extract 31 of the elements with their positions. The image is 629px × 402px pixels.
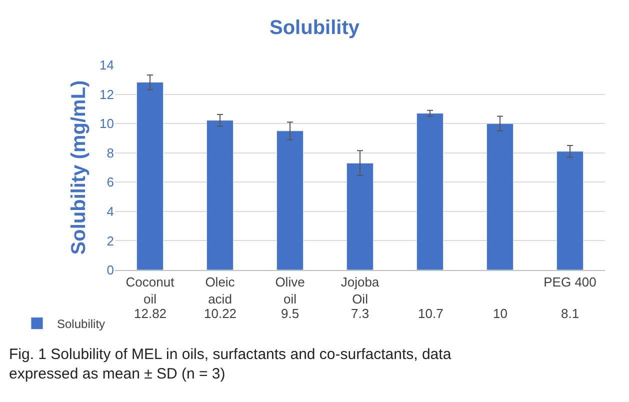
bar bbox=[346, 162, 374, 270]
x-tick-label: Jojoba Oil bbox=[340, 274, 380, 306]
data-label: 7.3 bbox=[351, 306, 370, 321]
y-tick-label: 0 bbox=[106, 262, 114, 278]
bar bbox=[276, 130, 304, 270]
y-axis-title: Solubility (mg/mL) bbox=[68, 80, 90, 255]
bar bbox=[486, 123, 514, 270]
data-label: 10 bbox=[493, 306, 508, 321]
y-tick-label: 14 bbox=[100, 58, 114, 73]
bar bbox=[416, 113, 444, 270]
data-label: 10.7 bbox=[418, 306, 444, 321]
y-tick-label: 2 bbox=[106, 233, 114, 248]
data-label: 9.5 bbox=[281, 306, 300, 321]
x-tick-label: Olive oil bbox=[275, 274, 305, 306]
bar bbox=[556, 151, 584, 270]
x-tick-label: Oleic acid bbox=[205, 274, 236, 306]
y-tick-label: 12 bbox=[100, 86, 114, 102]
y-tick-label: 10 bbox=[100, 116, 114, 132]
chart-title: Solubility bbox=[270, 17, 360, 40]
bar bbox=[206, 120, 234, 270]
data-label: 10.22 bbox=[204, 306, 237, 321]
caption: Fig. 1 Solubility of MEL in oils, surfactants and co-surfactants, data expressed as mean ± SD (n = 3) bbox=[9, 346, 452, 382]
x-tick-label: Coconut oil bbox=[126, 274, 175, 306]
data-label: 12.82 bbox=[134, 306, 167, 321]
bar bbox=[136, 82, 164, 270]
y-tick-label: 8 bbox=[106, 145, 114, 160]
legend-label: Solubility bbox=[57, 316, 106, 331]
y-tick-label: 6 bbox=[106, 174, 114, 190]
data-label: 8.1 bbox=[561, 306, 580, 321]
x-tick-label: PEG 400 bbox=[544, 274, 596, 290]
y-tick-label: 4 bbox=[106, 204, 114, 219]
